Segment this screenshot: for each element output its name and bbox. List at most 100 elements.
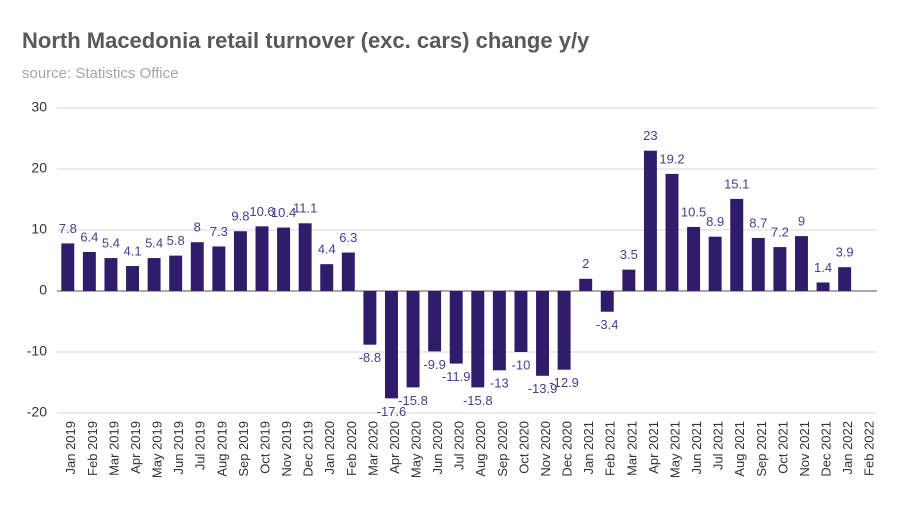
x-tick-label: Aug 2019 — [214, 421, 229, 477]
y-tick-label: -10 — [27, 343, 47, 359]
bar — [492, 291, 506, 371]
x-tick-label: Nov 2021 — [797, 421, 812, 477]
data-label: -3.4 — [596, 317, 618, 332]
x-tick-label: Jun 2020 — [430, 421, 445, 475]
data-label: 7.8 — [59, 221, 77, 236]
x-tick-label: Feb 2019 — [85, 421, 100, 476]
x-tick-label: Jul 2020 — [452, 421, 467, 470]
x-tick-label: Aug 2021 — [732, 421, 747, 477]
x-tick-label: Dec 2021 — [818, 421, 833, 477]
data-label: 23 — [643, 128, 657, 143]
x-tick-label: Feb 2022 — [862, 421, 877, 476]
y-tick-label: 0 — [39, 282, 47, 298]
bar — [622, 269, 636, 291]
bar — [751, 237, 765, 291]
x-tick-label: Jul 2021 — [711, 421, 726, 470]
bar — [169, 255, 183, 291]
bar — [579, 278, 593, 291]
y-tick-label: 20 — [31, 160, 47, 176]
data-label: 7.3 — [210, 224, 228, 239]
bar — [643, 150, 657, 291]
data-label: 5.4 — [145, 235, 163, 250]
bar — [449, 291, 463, 364]
x-tick-label: Dec 2019 — [301, 421, 316, 477]
x-tick-label: Sep 2019 — [236, 421, 251, 477]
data-label: 11.1 — [293, 201, 317, 216]
x-tick-label: Aug 2020 — [473, 421, 488, 477]
x-tick-label: Apr 2020 — [387, 421, 402, 474]
x-tick-label: Feb 2021 — [603, 421, 618, 476]
x-tick-label: Mar 2020 — [365, 421, 380, 476]
data-label: 1.4 — [814, 260, 832, 275]
data-label: -13.9 — [528, 381, 558, 396]
data-label: 5.4 — [102, 235, 120, 250]
bar — [385, 291, 398, 399]
bar — [730, 198, 744, 291]
x-tick-label: Oct 2021 — [775, 421, 790, 474]
bar — [212, 246, 226, 291]
data-label: -9.9 — [423, 357, 445, 372]
bar — [341, 252, 355, 291]
data-label: 3.5 — [620, 247, 638, 262]
bar — [147, 258, 161, 291]
x-tick-label: Jan 2019 — [63, 421, 78, 475]
bar — [320, 264, 334, 291]
x-tick-label: Sep 2021 — [754, 421, 769, 477]
y-tick-label: 10 — [31, 221, 47, 237]
x-tick-label: May 2019 — [150, 421, 165, 478]
data-label: -10 — [512, 357, 531, 372]
x-tick-label: Mar 2021 — [624, 421, 639, 476]
y-tick-label: -20 — [27, 404, 47, 420]
x-tick-label: Jan 2021 — [581, 421, 596, 475]
bar — [708, 236, 722, 291]
bar — [190, 242, 204, 291]
data-label: 6.4 — [80, 229, 98, 244]
data-label: 7.2 — [771, 225, 789, 240]
data-label: 3.9 — [836, 245, 854, 260]
x-tick-label: Nov 2019 — [279, 421, 294, 477]
bar — [61, 243, 75, 291]
bar — [557, 291, 571, 370]
bar — [104, 258, 118, 291]
data-label: 9 — [798, 214, 805, 229]
bar — [255, 226, 269, 291]
x-tick-label: Apr 2021 — [646, 421, 661, 474]
y-tick-label: 30 — [31, 99, 47, 115]
bar — [126, 265, 139, 291]
x-tick-label: Jun 2021 — [689, 421, 704, 475]
data-label: -11.9 — [442, 369, 471, 384]
x-tick-label: Apr 2019 — [128, 421, 143, 474]
bar — [665, 173, 679, 291]
data-label: 4.1 — [123, 243, 141, 258]
x-tick-label: Jan 2022 — [840, 421, 855, 475]
chart-title: North Macedonia retail turnover (exc. ca… — [22, 28, 590, 53]
data-label: 8.7 — [749, 215, 767, 230]
x-tick-label: Jul 2019 — [193, 421, 208, 470]
x-tick-label: Oct 2019 — [257, 421, 272, 474]
bar — [600, 291, 614, 312]
data-label: 10.6 — [249, 204, 274, 219]
data-label: -15.8 — [463, 393, 493, 408]
bar — [514, 291, 528, 352]
data-label: 10.5 — [681, 204, 706, 219]
bar — [687, 226, 701, 291]
data-label: -8.8 — [359, 350, 381, 365]
x-tick-label: Mar 2019 — [106, 421, 121, 476]
x-tick-label: Jan 2020 — [322, 421, 337, 475]
x-tick-label: May 2020 — [408, 421, 423, 478]
bar — [277, 227, 291, 291]
data-label: 8 — [194, 220, 201, 235]
data-label: 6.3 — [339, 230, 357, 245]
bar — [406, 291, 420, 388]
x-tick-label: Sep 2020 — [495, 421, 510, 477]
bar — [471, 291, 485, 388]
data-label: 8.9 — [706, 214, 724, 229]
x-tick-label: Nov 2020 — [538, 421, 553, 477]
bar — [838, 267, 852, 291]
chart-subtitle: source: Statistics Office — [22, 65, 178, 82]
data-label: 19.2 — [659, 151, 684, 166]
bar — [816, 282, 830, 291]
x-tick-label: Jun 2019 — [171, 421, 186, 475]
